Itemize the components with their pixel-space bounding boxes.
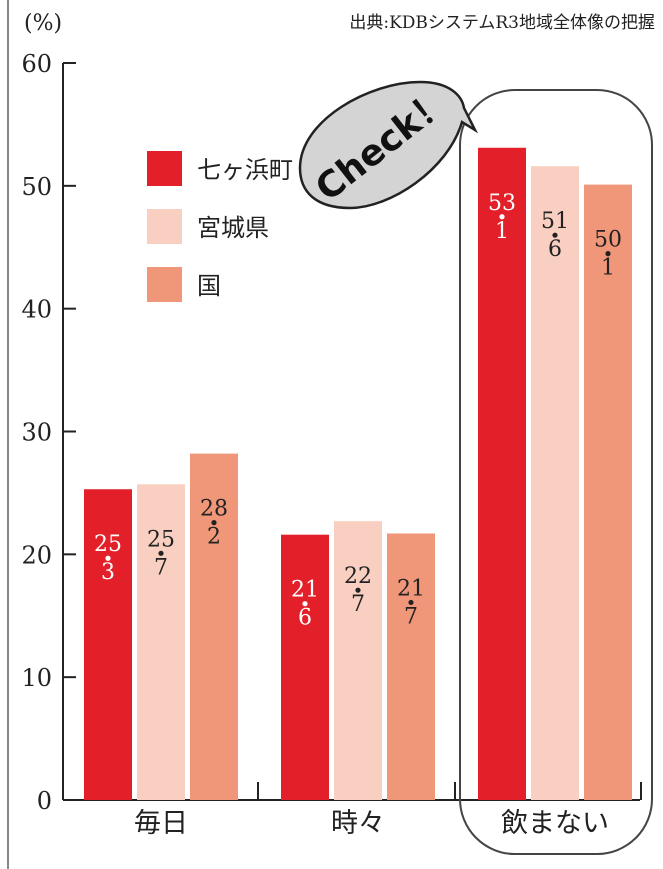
y-ticks: 0 10 20 30 40 50 60 — [21, 50, 76, 815]
y-unit-label: (%) — [24, 11, 62, 36]
x-category-label: 時々 — [331, 808, 385, 839]
bar — [531, 166, 579, 800]
bar — [190, 453, 238, 800]
y-tick-label: 20 — [21, 541, 52, 569]
bar-value-decimal: 7 — [154, 555, 168, 580]
bar-value-dot — [211, 520, 217, 526]
legend-label: 七ヶ浜町 — [197, 156, 293, 184]
bar — [387, 533, 435, 800]
y-tick-label: 0 — [37, 787, 52, 815]
y-tick-label: 10 — [21, 664, 52, 692]
bar-value-integer: 53 — [488, 191, 516, 216]
y-tick-label: 30 — [21, 419, 52, 447]
bars — [84, 147, 632, 801]
bar-value-integer: 25 — [147, 527, 175, 552]
bar-value-decimal: 6 — [298, 606, 312, 631]
bar — [84, 489, 132, 800]
x-separators — [257, 782, 642, 800]
bar-value-decimal: 3 — [101, 560, 115, 585]
bar-value-decimal: 1 — [601, 256, 615, 281]
bar-value-integer: 21 — [397, 576, 425, 601]
bar-value-dot — [355, 587, 361, 593]
check-callout: Check！ — [298, 80, 479, 210]
bar-value-dot — [605, 251, 611, 257]
x-category-label: 飲まない — [501, 808, 609, 839]
legend-label: 宮城県 — [197, 214, 269, 242]
bar-value-integer: 51 — [541, 209, 569, 234]
y-tick-label: 60 — [21, 50, 52, 78]
bar-value-dot — [499, 214, 505, 220]
bar-value-decimal: 6 — [548, 237, 562, 262]
y-tick-label: 50 — [21, 173, 52, 201]
legend-swatch — [147, 209, 182, 244]
bar — [281, 534, 329, 800]
check-bubble — [298, 80, 479, 210]
bar-value-integer: 28 — [200, 497, 228, 522]
bar-value-decimal: 7 — [404, 604, 418, 629]
bar-value-decimal: 1 — [495, 219, 509, 244]
legend-label: 国 — [197, 272, 221, 300]
bar-value-dot — [408, 599, 414, 606]
bar-value-dot — [105, 555, 111, 561]
bar-value-integer: 22 — [344, 564, 372, 589]
bar-value-integer: 25 — [94, 532, 122, 557]
bar — [137, 484, 185, 800]
y-tick-label: 40 — [21, 296, 52, 324]
highlight-oval — [459, 89, 653, 855]
bar-value-integer: 21 — [291, 578, 319, 603]
bar — [584, 184, 632, 801]
bar — [478, 147, 526, 800]
bar-value-dot — [302, 601, 308, 607]
bar-value-decimal: 7 — [351, 592, 365, 617]
bar-value-integer: 50 — [594, 228, 622, 253]
legend-swatch — [147, 151, 182, 186]
bar-value-dot — [552, 232, 558, 238]
bar-labels: 25 3 25 7 28 2 21 6 22 7 21 7 53 1 51 6 50 1 — [94, 191, 622, 631]
x-labels: 毎日 時々 飲まない — [134, 808, 609, 839]
bar-value-dot — [158, 550, 164, 556]
bar — [334, 521, 382, 800]
bar-value-decimal: 2 — [207, 525, 221, 550]
legend-swatch — [147, 267, 182, 302]
x-category-label: 毎日 — [134, 808, 188, 839]
source-note: 出典:KDBシステムR3地域全体像の把握 — [349, 13, 655, 33]
